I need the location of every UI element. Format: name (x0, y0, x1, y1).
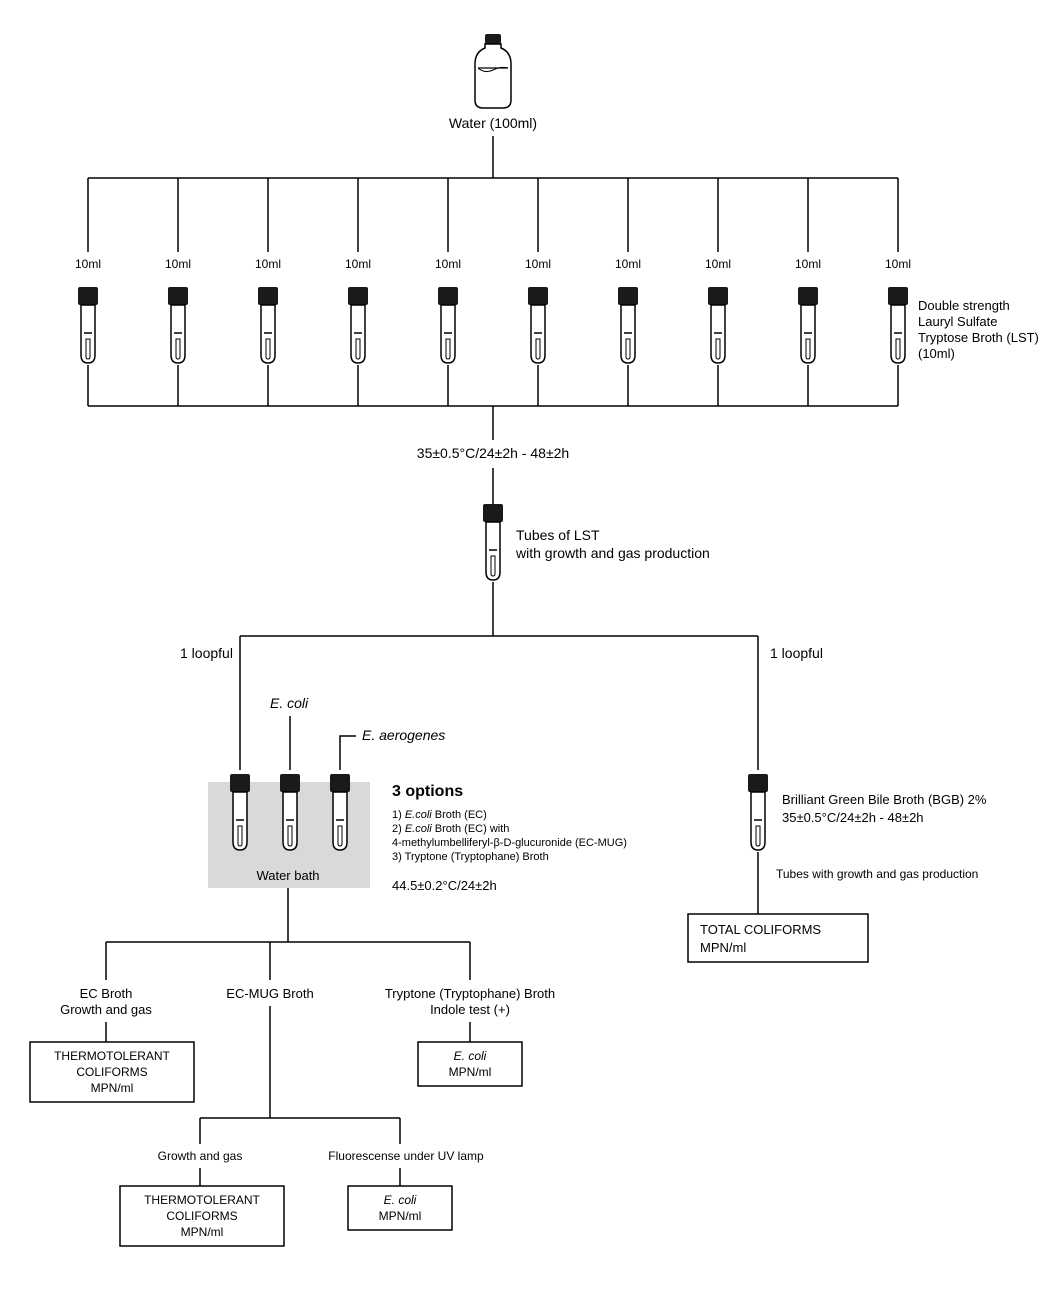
option-1: 1) E.coli Broth (EC) (392, 809, 487, 821)
tryptone-2: Indole test (+) (430, 1002, 510, 1017)
lst-desc-2: Lauryl Sulfate (918, 314, 998, 329)
growth-gas: Growth and gas (158, 1149, 243, 1163)
ecoli-box-1-b: MPN/ml (449, 1065, 492, 1079)
ten-ml-label-1: 10ml (75, 257, 101, 271)
tubes-row: 10ml 10ml 10ml 10ml 10ml 10ml 10ml 10ml 10ml 10ml (75, 178, 911, 363)
waterbath-temp: 44.5±0.2°C/24±2h (392, 878, 497, 893)
lst-desc-1: Double strength (918, 298, 1010, 313)
ec-broth-1: EC Broth (80, 986, 133, 1001)
lst-tube-7-icon (618, 287, 638, 363)
thermo-2-c: MPN/ml (181, 1225, 224, 1239)
waterbath-tube-1-icon (230, 774, 250, 850)
lst-growth-2: with growth and gas production (515, 545, 710, 561)
thermo-2-a: THERMOTOLERANT (144, 1193, 260, 1207)
ten-ml-label-7: 10ml (615, 257, 641, 271)
bgb-label-2: 35±0.5°C/24±2h - 48±2h (782, 810, 924, 825)
water-bottle-icon (475, 34, 511, 108)
lst-tube-6-icon (528, 287, 548, 363)
bgb-label-1: Brilliant Green Bile Broth (BGB) 2% (782, 792, 987, 807)
eaerogenes-label: E. aerogenes (362, 727, 445, 743)
thermo-2-b: COLIFORMS (166, 1209, 237, 1223)
fluorescence: Fluorescense under UV lamp (328, 1149, 484, 1163)
ten-ml-label-9: 10ml (795, 257, 821, 271)
total-coliforms-2: MPN/ml (700, 940, 746, 955)
waterbath-tube-3-icon (330, 774, 350, 850)
lst-tube-3-icon (258, 287, 278, 363)
thermo-1-c: MPN/ml (91, 1081, 134, 1095)
incubation-label: 35±0.5°C/24±2h - 48±2h (417, 445, 569, 461)
waterbath-label: Water bath (256, 868, 319, 883)
option-2a: 2) E.coli Broth (EC) with (392, 823, 509, 835)
ecoli-box-2-a: E. coli (384, 1193, 417, 1207)
lst-tube-10-icon (888, 287, 908, 363)
ecoli-box-2-b: MPN/ml (379, 1209, 422, 1223)
lst-desc-3: Tryptose Broth (LST) (918, 330, 1039, 345)
ten-ml-label-2: 10ml (165, 257, 191, 271)
lst-tube-2-icon (168, 287, 188, 363)
lst-tube-5-icon (438, 287, 458, 363)
ten-ml-label-5: 10ml (435, 257, 461, 271)
total-coliforms-1: TOTAL COLIFORMS (700, 922, 821, 937)
ten-ml-label-10: 10ml (885, 257, 911, 271)
ten-ml-label-8: 10ml (705, 257, 731, 271)
lst-tube-8-icon (708, 287, 728, 363)
lst-growth-1: Tubes of LST (516, 527, 600, 543)
ten-ml-label-3: 10ml (255, 257, 281, 271)
loopful-right: 1 loopful (770, 645, 823, 661)
ec-broth-2: Growth and gas (60, 1002, 152, 1017)
ecoli-label: E. coli (270, 695, 309, 711)
conn-eaero-down (340, 736, 356, 770)
lst-tube-1-icon (78, 287, 98, 363)
bottom-collectors (88, 365, 898, 406)
ecmug-broth: EC-MUG Broth (226, 986, 313, 1001)
waterbath-tube-2-icon (280, 774, 300, 850)
option-3: 3) Tryptone (Tryptophane) Broth (392, 851, 549, 863)
thermo-1-b: COLIFORMS (76, 1065, 147, 1079)
lst-tube-4-icon (348, 287, 368, 363)
bgb-growth: Tubes with growth and gas production (776, 867, 978, 881)
tryptone-1: Tryptone (Tryptophane) Broth (385, 986, 555, 1001)
ten-ml-label-6: 10ml (525, 257, 551, 271)
ten-ml-label-4: 10ml (345, 257, 371, 271)
lst-growth-tube-icon (483, 504, 503, 580)
lst-tube-9-icon (798, 287, 818, 363)
loopful-left: 1 loopful (180, 645, 233, 661)
lst-desc-4: (10ml) (918, 346, 955, 361)
thermo-1-a: THERMOTOLERANT (54, 1049, 170, 1063)
ecoli-box-1-a: E. coli (454, 1049, 487, 1063)
bgb-tube-icon (748, 774, 768, 850)
water-label: Water (100ml) (449, 115, 537, 131)
options-header: 3 options (392, 783, 463, 800)
option-2b: 4-methylumbelliferyl-β-D-glucuronide (EC… (392, 837, 627, 849)
